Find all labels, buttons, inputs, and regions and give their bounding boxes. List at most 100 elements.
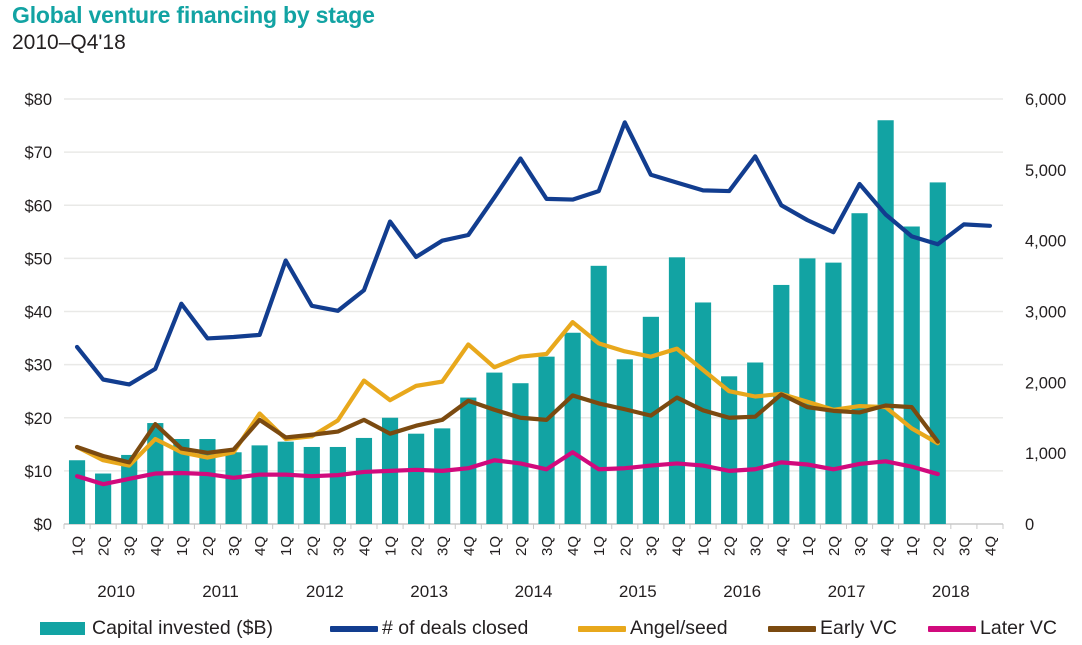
x-axis-quarter-label: 2Q — [304, 536, 321, 556]
legend-label: Early VC — [820, 617, 897, 639]
x-axis-year-label: 2013 — [410, 582, 448, 601]
legend-swatch-line-icon — [578, 625, 626, 632]
x-axis-quarter-label: 3Q — [643, 536, 660, 556]
x-axis-year-label: 2015 — [619, 582, 657, 601]
x-axis-quarter-label: 4Q — [669, 536, 686, 556]
left-axis: $0 $10 $20 $30 $40 $50 $60 $70 $80 — [24, 91, 52, 534]
legend-item-capital-invested[interactable]: Capital invested ($B) — [40, 612, 273, 645]
left-axis-tick-label: $10 — [24, 463, 52, 481]
line-angel-seed — [74, 320, 940, 468]
x-axis-quarter-label: 3Q — [539, 536, 556, 556]
bar — [512, 383, 529, 524]
x-axis-quarter-label: 3Q — [852, 536, 869, 556]
bar — [460, 397, 477, 524]
x-axis-quarter-label: 3Q — [330, 536, 347, 556]
bar — [408, 433, 425, 524]
x-axis-quarter-label: 2Q — [930, 536, 947, 556]
bar — [747, 362, 764, 524]
right-axis-tick-label: 0 — [1025, 516, 1034, 534]
bar — [721, 376, 738, 524]
right-axis-tick-label: 5,000 — [1025, 162, 1066, 180]
x-axis-quarter-label: 3Q — [226, 536, 243, 556]
legend-label: Capital invested ($B) — [92, 617, 274, 639]
x-axis-quarter-label: 4Q — [565, 536, 582, 556]
bar — [68, 460, 86, 524]
left-axis-tick-label: $30 — [24, 357, 52, 375]
bar — [538, 356, 555, 524]
line-later-vc — [74, 450, 940, 487]
left-axis-tick-label: $0 — [34, 516, 52, 534]
bar — [825, 262, 842, 524]
right-axis-tick-label: 2,000 — [1025, 374, 1066, 392]
legend-swatch-line-icon — [928, 625, 976, 632]
legend-label: # of deals closed — [382, 617, 529, 639]
bar — [434, 428, 451, 524]
x-axis-quarter-label: 1Q — [904, 536, 921, 556]
left-axis-tick-label: $80 — [24, 91, 52, 109]
x-axis-year-label: 2011 — [202, 582, 239, 601]
bar — [277, 441, 294, 524]
bar — [225, 452, 242, 524]
x-axis-quarter-label: 1Q — [383, 536, 400, 556]
bar — [642, 316, 659, 524]
bar — [564, 332, 581, 524]
legend-swatch-bar-icon — [40, 622, 85, 635]
x-axis-quarter-label: 3Q — [435, 536, 452, 556]
left-axis-tick-label: $40 — [24, 304, 52, 322]
x-axis-quarter-label: 1Q — [174, 536, 191, 556]
bar — [329, 446, 346, 524]
x-axis-quarter-label: 2Q — [722, 536, 739, 556]
left-axis-tick-label: $60 — [24, 197, 52, 215]
legend-item-angel-seed[interactable]: Angel/seed — [578, 612, 728, 645]
x-axis-year-label: 2017 — [828, 582, 866, 601]
bar — [668, 257, 686, 524]
x-axis-quarter-label: 3Q — [956, 536, 973, 556]
x-axis-quarter-label: 1Q — [696, 536, 713, 556]
x-axis-quarter-label: 2Q — [409, 536, 426, 556]
legend-item-later-vc[interactable]: Later VC — [928, 612, 1057, 645]
bar — [303, 446, 320, 524]
page-title: Global venture financing by stage — [12, 2, 375, 28]
x-axis-quarter-label: 4Q — [148, 536, 165, 556]
legend-item-early-vc[interactable]: Early VC — [768, 612, 897, 645]
x-axis-year-label: 2018 — [932, 582, 970, 601]
bar — [95, 473, 112, 524]
x-axis-quarter-label: 2Q — [826, 536, 843, 556]
legend-swatch-line-icon — [768, 625, 816, 632]
bar — [694, 302, 712, 524]
bar — [590, 265, 607, 524]
x-axis-quarter-label: 1Q — [278, 536, 295, 556]
x-axis: 1Q 2Q 3Q 4Q 1Q 2Q 3Q 4Q 1Q 2Q 3Q 4Q 1Q 2Q 3Q 4Q 1Q 2Q 3Q 4Q… — [63, 524, 1004, 601]
bar — [877, 120, 894, 524]
page-subtitle: 2010–Q4'18 — [12, 31, 126, 54]
bar — [903, 226, 920, 524]
chart-legend: Capital invested ($B) # of deals closed … — [0, 612, 1082, 645]
x-axis-quarter-label: 2Q — [617, 536, 634, 556]
x-axis-quarter-label: 4Q — [878, 536, 895, 556]
x-axis-year-label: 2012 — [306, 582, 344, 601]
legend-item-deals-closed[interactable]: # of deals closed — [330, 612, 528, 645]
x-axis-quarter-label: 3Q — [748, 536, 765, 556]
x-axis-quarter-label: 2Q — [513, 536, 530, 556]
line-deals-closed — [74, 120, 993, 387]
right-axis-tick-label: 6,000 — [1025, 91, 1066, 109]
bar — [173, 439, 190, 524]
x-axis-quarter-label: 1Q — [800, 536, 817, 556]
legend-swatch-line-icon — [330, 625, 378, 632]
left-axis-tick-label: $20 — [24, 410, 52, 428]
bar — [199, 439, 216, 524]
bar — [355, 437, 373, 524]
bar — [851, 213, 868, 524]
line-series-group — [74, 120, 993, 487]
x-axis-year-label: 2014 — [515, 582, 553, 601]
x-axis-quarter-label: 4Q — [982, 536, 999, 556]
bar — [799, 258, 816, 524]
bar — [121, 454, 138, 524]
bar — [773, 284, 790, 524]
x-axis-year-label: 2016 — [723, 582, 761, 601]
x-axis-quarter-label: 4Q — [252, 536, 269, 556]
right-axis: 0 1,000 2,000 3,000 4,000 5,000 6,000 — [1025, 91, 1066, 534]
right-axis-tick-label: 1,000 — [1025, 445, 1066, 463]
left-axis-tick-label: $50 — [24, 250, 52, 268]
